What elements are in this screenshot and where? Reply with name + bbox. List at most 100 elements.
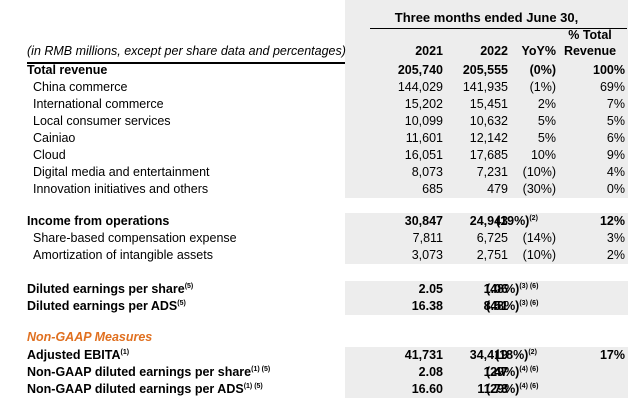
value-pct: 4%	[606, 165, 625, 179]
value-pct: 7%	[606, 97, 625, 111]
row-label: Total revenue	[27, 63, 108, 77]
footnote-ref: (3) (6)	[519, 299, 539, 307]
value-yoy: 5%	[537, 131, 556, 145]
value-2022: 7,231	[476, 165, 508, 179]
value-2022: 205,555	[462, 63, 508, 77]
value-yoy: 10%	[530, 148, 556, 162]
value-2022: 2,751	[476, 248, 508, 262]
value-pct: 6%	[606, 131, 625, 145]
value-2021: 8,073	[411, 165, 443, 179]
table-row: International commerce 15,202 15,451 2% …	[0, 96, 640, 113]
row-label: Non-GAAP diluted earnings per share(1) (…	[27, 365, 271, 379]
value-2022: 24,943	[469, 214, 508, 228]
value-yoy: (19%)(2)	[496, 214, 538, 228]
value-2021: 16.38	[411, 299, 443, 313]
value-yoy: (0%)	[529, 63, 556, 77]
row-label: Innovation initiatives and others	[33, 182, 209, 196]
table-row: Income from operations 30,847 24,943 (19…	[0, 213, 640, 230]
value-2022: 11.73	[477, 382, 508, 396]
row-label: Non-GAAP diluted earnings per ADS(1) (5)	[27, 382, 263, 396]
value-2022: 8.51	[483, 299, 508, 313]
row-label: Diluted earnings per ADS(5)	[27, 299, 186, 313]
value-yoy: (29%)(4) (6)	[486, 365, 539, 379]
table-row: China commerce 144,029 141,935 (1%) 69%	[0, 79, 640, 96]
row-label: International commerce	[33, 97, 164, 111]
value-yoy: (29%)(4) (6)	[486, 382, 539, 396]
footnote-ref: (1) (5)	[243, 382, 263, 390]
table-row: Diluted earnings per share(5) 2.05 1.06 …	[0, 281, 640, 298]
column-header-2021: 2021	[415, 44, 443, 58]
table-row: Cainiao 11,601 12,142 5% 6%	[0, 130, 640, 147]
value-pct: 17%	[599, 348, 625, 362]
row-label: Share-based compensation expense	[33, 231, 237, 245]
value-yoy: (10%)	[522, 165, 556, 179]
value-yoy: (14%)	[522, 231, 556, 245]
period-underline	[370, 28, 627, 29]
table-row: Adjusted EBITA(1) 41,731 34,419 (18%)(2)…	[0, 347, 640, 364]
column-header-pct-line1: % Total	[568, 28, 612, 42]
value-2022: 1.06	[483, 282, 508, 296]
footnote-ref: (1) (5)	[251, 365, 271, 373]
period-header: Three months ended June 30,	[345, 0, 628, 30]
table-row: Total revenue 205,740 205,555 (0%) 100%	[0, 62, 640, 79]
value-yoy: 5%	[537, 114, 556, 128]
footnote-ref: (3) (6)	[519, 282, 539, 290]
value-yoy: (10%)	[522, 248, 556, 262]
value-2021: 144,029	[397, 80, 443, 94]
footnote-ref: (2)	[529, 214, 538, 222]
column-header-pct-line2: Revenue	[563, 44, 617, 58]
table-row: Diluted earnings per ADS(5) 16.38 8.51 (…	[0, 298, 640, 315]
row-label: China commerce	[33, 80, 128, 94]
value-2021: 30,847	[404, 214, 443, 228]
table-row: Cloud 16,051 17,685 10% 9%	[0, 147, 640, 164]
value-2021: 41,731	[404, 348, 443, 362]
value-pct: 69%	[599, 80, 625, 94]
row-label: Income from operations	[27, 214, 170, 228]
value-pct: 2%	[606, 248, 625, 262]
value-2022: 17,685	[469, 148, 508, 162]
value-yoy: (30%)	[522, 182, 556, 196]
row-label: Local consumer services	[33, 114, 171, 128]
value-pct: 3%	[606, 231, 625, 245]
row-label: Diluted earnings per share(5)	[27, 282, 194, 296]
table-row: Digital media and entertainment 8,073 7,…	[0, 164, 640, 181]
table-row: Local consumer services 10,099 10,632 5%…	[0, 113, 640, 130]
footnote-ref: (5)	[184, 282, 194, 290]
value-pct: 100%	[593, 63, 625, 77]
footnote-ref: (4) (6)	[519, 382, 539, 390]
value-2022: 6,725	[476, 231, 508, 245]
footnote-ref: (5)	[177, 299, 186, 307]
column-header-2022: 2022	[480, 44, 508, 58]
value-2021: 15,202	[404, 97, 443, 111]
table-row: Share-based compensation expense 7,811 6…	[0, 230, 640, 247]
value-2021: 3,073	[411, 248, 443, 262]
value-2021: 685	[422, 182, 443, 196]
value-yoy: (18%)(2)	[495, 348, 537, 362]
footnote-ref: (2)	[528, 348, 537, 356]
value-2021: 2.05	[418, 282, 443, 296]
table-row: Non-GAAP diluted earnings per share(1) (…	[0, 364, 640, 381]
row-label: Amortization of intangible assets	[33, 248, 213, 262]
header-rule	[27, 62, 628, 64]
value-pct: 12%	[599, 214, 625, 228]
footnote-ref: (4) (6)	[519, 365, 539, 373]
value-2022: 34,419	[469, 348, 508, 362]
value-2022: 10,632	[469, 114, 508, 128]
value-2021: 16.60	[411, 382, 443, 396]
value-2022: 141,935	[462, 80, 508, 94]
value-2021: 10,099	[404, 114, 443, 128]
value-2021: 2.08	[418, 365, 443, 379]
value-pct: 9%	[606, 148, 625, 162]
row-label: Adjusted EBITA(1)	[27, 348, 130, 362]
footnote-ref: (1)	[120, 348, 130, 356]
column-header-yoy: YoY%	[521, 44, 557, 58]
value-yoy: (48%)(3) (6)	[486, 282, 539, 296]
value-yoy: 2%	[537, 97, 556, 111]
row-label: Cloud	[33, 148, 66, 162]
row-label: Cainiao	[33, 131, 76, 145]
table-row: Amortization of intangible assets 3,073 …	[0, 247, 640, 264]
header-band	[345, 30, 628, 64]
value-2021: 7,811	[412, 231, 443, 245]
value-2021: 205,740	[397, 63, 443, 77]
